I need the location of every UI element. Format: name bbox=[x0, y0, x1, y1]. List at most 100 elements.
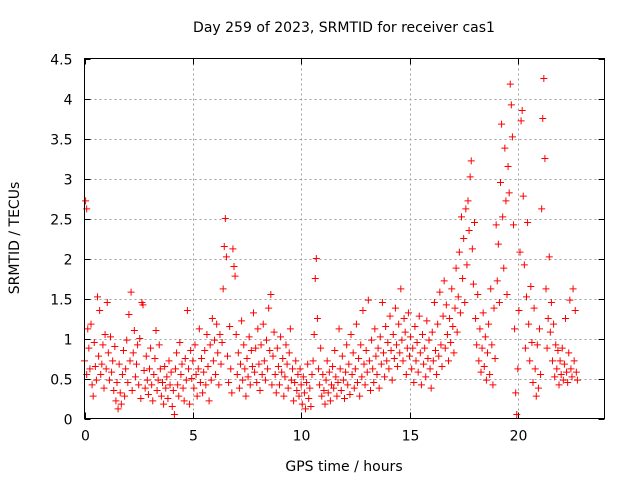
y-tick-label: 3.5 bbox=[50, 133, 72, 149]
data-point bbox=[237, 360, 244, 368]
data-point bbox=[526, 357, 534, 365]
data-point bbox=[113, 379, 121, 386]
data-point bbox=[537, 371, 545, 378]
data-point bbox=[162, 384, 170, 392]
data-point bbox=[521, 344, 529, 352]
data-point bbox=[322, 376, 330, 384]
data-point bbox=[359, 307, 367, 314]
data-point bbox=[534, 384, 542, 392]
data-point bbox=[123, 336, 131, 344]
data-point bbox=[271, 371, 279, 378]
data-point bbox=[440, 277, 448, 285]
data-point bbox=[467, 157, 475, 165]
data-point bbox=[321, 400, 329, 408]
data-point bbox=[572, 368, 580, 376]
data-point bbox=[241, 365, 249, 373]
data-point bbox=[506, 80, 514, 88]
data-point bbox=[182, 376, 190, 384]
data-point bbox=[203, 331, 211, 338]
data-point bbox=[222, 253, 230, 261]
data-point bbox=[551, 373, 559, 381]
data-point bbox=[323, 357, 331, 365]
data-point bbox=[224, 352, 231, 360]
data-point bbox=[173, 349, 181, 357]
data-point bbox=[309, 357, 317, 365]
data-point bbox=[151, 355, 159, 362]
data-point bbox=[458, 213, 465, 221]
data-point bbox=[558, 344, 566, 352]
data-point bbox=[498, 120, 506, 128]
data-point bbox=[170, 411, 178, 418]
data-point bbox=[291, 379, 299, 386]
data-point bbox=[92, 376, 100, 384]
data-point bbox=[267, 291, 275, 298]
data-point bbox=[310, 331, 318, 338]
data-point bbox=[331, 347, 339, 354]
data-point bbox=[528, 339, 536, 346]
data-point bbox=[330, 384, 338, 392]
data-point bbox=[513, 411, 521, 418]
scatter-points bbox=[81, 75, 581, 418]
y-tick-label: 1 bbox=[64, 333, 73, 349]
data-point bbox=[315, 365, 322, 373]
data-point bbox=[455, 248, 463, 256]
data-point bbox=[437, 341, 445, 349]
data-point bbox=[445, 357, 452, 365]
data-point bbox=[376, 333, 384, 341]
data-point bbox=[311, 275, 319, 282]
data-point bbox=[308, 371, 316, 378]
data-point bbox=[243, 355, 251, 362]
y-tick-label: 2 bbox=[64, 253, 73, 269]
data-point bbox=[450, 349, 458, 357]
data-point bbox=[205, 397, 213, 405]
data-point bbox=[492, 221, 500, 229]
data-point bbox=[242, 392, 250, 400]
data-point bbox=[290, 397, 298, 405]
data-point bbox=[297, 381, 305, 389]
data-point bbox=[439, 312, 447, 320]
data-point bbox=[554, 347, 562, 354]
data-point bbox=[295, 392, 303, 400]
data-point bbox=[371, 325, 379, 333]
data-point bbox=[469, 280, 477, 288]
data-point bbox=[218, 339, 226, 346]
data-point bbox=[82, 197, 90, 205]
data-point bbox=[226, 323, 234, 330]
data-point bbox=[150, 371, 158, 378]
data-point bbox=[167, 368, 175, 376]
data-point bbox=[493, 277, 501, 285]
data-point bbox=[317, 344, 325, 352]
data-point bbox=[543, 344, 551, 352]
data-point bbox=[273, 344, 281, 352]
data-point bbox=[565, 349, 573, 357]
data-point bbox=[484, 349, 491, 357]
data-point bbox=[264, 365, 272, 373]
data-point bbox=[486, 371, 494, 378]
data-point bbox=[485, 320, 493, 328]
data-point bbox=[125, 311, 133, 318]
data-point bbox=[176, 339, 184, 346]
data-point bbox=[531, 365, 539, 373]
data-point bbox=[555, 381, 563, 389]
data-point bbox=[463, 261, 471, 269]
data-point bbox=[337, 387, 345, 394]
data-point bbox=[569, 285, 577, 293]
data-point bbox=[90, 339, 98, 346]
data-point bbox=[406, 352, 413, 360]
data-point bbox=[319, 371, 327, 378]
plot-frame bbox=[84, 58, 605, 419]
data-point bbox=[105, 376, 113, 384]
data-point bbox=[104, 349, 112, 357]
data-point bbox=[116, 389, 124, 397]
data-point bbox=[156, 365, 164, 373]
data-point bbox=[338, 352, 346, 360]
data-point bbox=[293, 387, 301, 394]
data-point bbox=[473, 341, 481, 349]
data-point bbox=[456, 309, 464, 317]
data-point bbox=[240, 341, 248, 349]
data-point bbox=[250, 309, 257, 317]
data-point bbox=[191, 341, 199, 349]
data-point bbox=[298, 400, 306, 408]
data-point bbox=[209, 357, 217, 365]
